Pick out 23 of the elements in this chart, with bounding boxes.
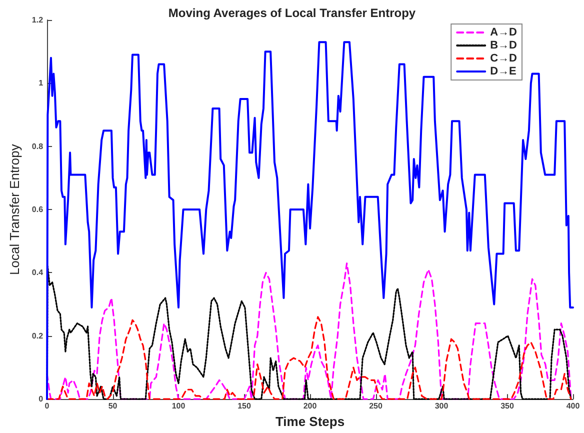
legend-label: B→D [490, 40, 518, 52]
y-tick-label: 0.6 [32, 205, 44, 214]
x-tick-label: 200 [303, 402, 318, 411]
x-tick-label: 400 [566, 402, 580, 411]
chart-title: Moving Averages of Local Transfer Entropy [168, 6, 416, 20]
x-tick-label: 100 [172, 402, 186, 411]
x-tick-label: 0 [44, 402, 50, 411]
x-tick-label: 300 [434, 402, 449, 411]
x-axis-title: Time Steps [275, 414, 345, 429]
legend-label: A→D [490, 26, 518, 38]
y-tick-label: 0.8 [32, 142, 44, 151]
x-tick-label: 250 [369, 402, 383, 411]
y-axis-title: Local Transfer Entropy [7, 144, 22, 275]
x-tick-label: 150 [238, 402, 252, 411]
y-tick-label: 0 [38, 394, 44, 404]
x-tick-label: 50 [108, 402, 118, 411]
legend-label: C→D [490, 52, 518, 64]
x-tick-label: 350 [500, 402, 514, 411]
legend-label: D→E [490, 66, 516, 78]
y-tick-label: 1.2 [32, 16, 44, 24]
y-tick-label: 0.4 [32, 268, 44, 278]
y-tick-label: 0.2 [32, 331, 44, 340]
y-tick-label: 1 [38, 78, 44, 88]
